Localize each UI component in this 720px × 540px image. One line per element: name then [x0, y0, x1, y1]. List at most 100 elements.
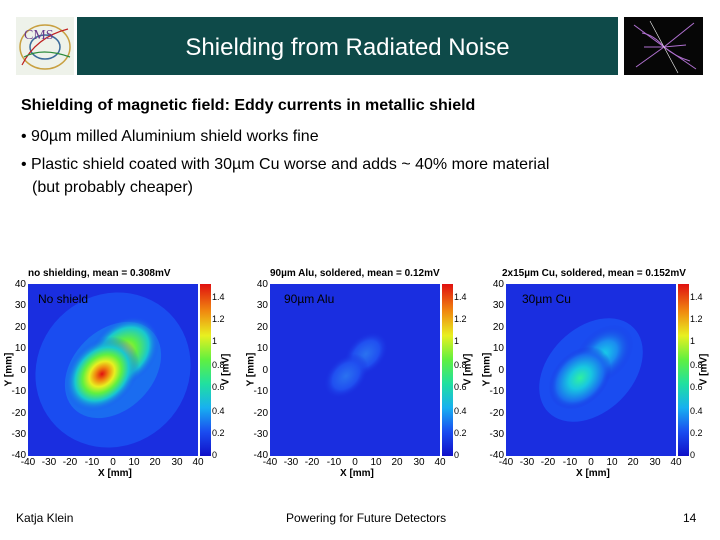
y-tick: -10	[489, 386, 504, 397]
y-tick: -10	[253, 386, 268, 397]
x-tick: 10	[128, 457, 140, 468]
colorbar-tick: 0.4	[690, 406, 703, 416]
cms-logo-icon: CMS	[16, 17, 74, 75]
y-tick: 0	[20, 365, 26, 376]
colorbar-tick: 0.4	[454, 406, 467, 416]
colorbar-tick: 1.2	[454, 314, 467, 324]
x-tick: -20	[540, 457, 556, 468]
x-tick: 20	[391, 457, 403, 468]
y-tick: 30	[14, 300, 26, 311]
colorbar-tick: 0.2	[454, 428, 467, 438]
colorbar-tick: 0.8	[212, 360, 225, 370]
x-tick: 0	[588, 457, 594, 468]
plot-alu: 90µm Alu, soldered, mean = 0.12mV 90µm A…	[242, 268, 473, 480]
plot-no-shield: no shielding, mean = 0.308mV No shield	[0, 268, 231, 480]
bullet-plastic: • Plastic shield coated with 30µm Cu wor…	[21, 156, 550, 173]
y-tick: -30	[489, 429, 504, 440]
x-tick: 30	[413, 457, 425, 468]
y-tick: 20	[14, 322, 26, 333]
x-axis-label: X [mm]	[98, 468, 132, 479]
bullet-alu: • 90µm milled Aluminium shield works fin…	[21, 128, 319, 145]
y-tick: 40	[14, 279, 26, 290]
x-tick: -40	[20, 457, 36, 468]
y-tick: 20	[492, 322, 504, 333]
colorbar-tick: 0.8	[454, 360, 467, 370]
x-tick: 0	[352, 457, 358, 468]
plot-label: 90µm Alu	[284, 292, 335, 306]
y-tick: 40	[256, 279, 268, 290]
y-tick: -10	[11, 386, 26, 397]
plot-label: 30µm Cu	[522, 292, 571, 306]
x-tick: 20	[627, 457, 639, 468]
y-tick: -20	[11, 408, 26, 419]
colorbar-tick: 0	[454, 450, 460, 460]
x-tick: 20	[149, 457, 161, 468]
x-tick: 10	[370, 457, 382, 468]
x-tick: -40	[262, 457, 278, 468]
x-axis-label: X [mm]	[576, 468, 610, 479]
x-tick: 30	[649, 457, 661, 468]
y-tick: 0	[498, 365, 504, 376]
slide-header: Shielding from Radiated Noise	[77, 17, 618, 75]
x-tick: -30	[283, 457, 299, 468]
colorbar-tick: 0.2	[690, 428, 703, 438]
heatmap	[28, 284, 198, 456]
colorbar-tick: 1.4	[690, 292, 703, 302]
x-tick: 40	[670, 457, 682, 468]
x-tick: 40	[434, 457, 446, 468]
x-tick: -10	[326, 457, 342, 468]
x-tick: 10	[606, 457, 618, 468]
y-tick: -40	[489, 450, 504, 461]
colorbar-tick: 1	[690, 336, 696, 346]
y-tick: 0	[262, 365, 268, 376]
x-tick: -30	[519, 457, 535, 468]
plot-title: no shielding, mean = 0.308mV	[28, 268, 171, 279]
subtitle: Shielding of magnetic field: Eddy curren…	[21, 97, 476, 114]
colorbar-tick: 0.8	[690, 360, 703, 370]
colorbar-tick: 0.2	[212, 428, 225, 438]
y-tick: -20	[253, 408, 268, 419]
colorbar-tick: 0.6	[690, 382, 703, 392]
x-axis-label: X [mm]	[340, 468, 374, 479]
plot-label: No shield	[38, 292, 89, 306]
footer-author: Katja Klein	[16, 511, 74, 525]
x-tick: 0	[110, 457, 116, 468]
page-number: 14	[683, 511, 697, 525]
y-tick: -40	[11, 450, 26, 461]
colorbar-tick: 1.4	[454, 292, 467, 302]
colorbar-tick: 1.2	[690, 314, 703, 324]
colorbar	[678, 284, 689, 456]
y-tick: 10	[14, 343, 26, 354]
y-tick: 10	[256, 343, 268, 354]
colorbar	[442, 284, 453, 456]
x-tick: -30	[41, 457, 57, 468]
y-tick: 20	[256, 322, 268, 333]
y-tick: -20	[489, 408, 504, 419]
bullet-plastic-cont: (but probably cheaper)	[32, 179, 193, 196]
colorbar-tick: 1.4	[212, 292, 225, 302]
svg-text:CMS: CMS	[24, 28, 54, 43]
y-tick: 30	[256, 300, 268, 311]
colorbar-tick: 0	[690, 450, 696, 460]
slide-title: Shielding from Radiated Noise	[185, 34, 510, 61]
plot-cu: 2x15µm Cu, soldered, mean = 0.152mV 30µm…	[478, 268, 709, 480]
x-tick: -40	[498, 457, 514, 468]
plot-title: 2x15µm Cu, soldered, mean = 0.152mV	[502, 268, 686, 279]
x-tick: -20	[304, 457, 320, 468]
colorbar-tick: 1.2	[212, 314, 225, 324]
colorbar-tick: 0.4	[212, 406, 225, 416]
y-tick: 30	[492, 300, 504, 311]
colorbar-tick: 0.6	[212, 382, 225, 392]
heatmap	[270, 284, 440, 456]
y-tick: 40	[492, 279, 504, 290]
colorbar	[200, 284, 211, 456]
x-tick: 30	[171, 457, 183, 468]
colorbar-tick: 1	[212, 336, 218, 346]
plot-title: 90µm Alu, soldered, mean = 0.12mV	[270, 268, 440, 279]
y-tick: -40	[253, 450, 268, 461]
y-tick: -30	[11, 429, 26, 440]
x-tick: -10	[84, 457, 100, 468]
footer-event: Powering for Future Detectors	[286, 511, 447, 525]
x-tick: -20	[62, 457, 78, 468]
particle-event-icon	[624, 17, 703, 75]
